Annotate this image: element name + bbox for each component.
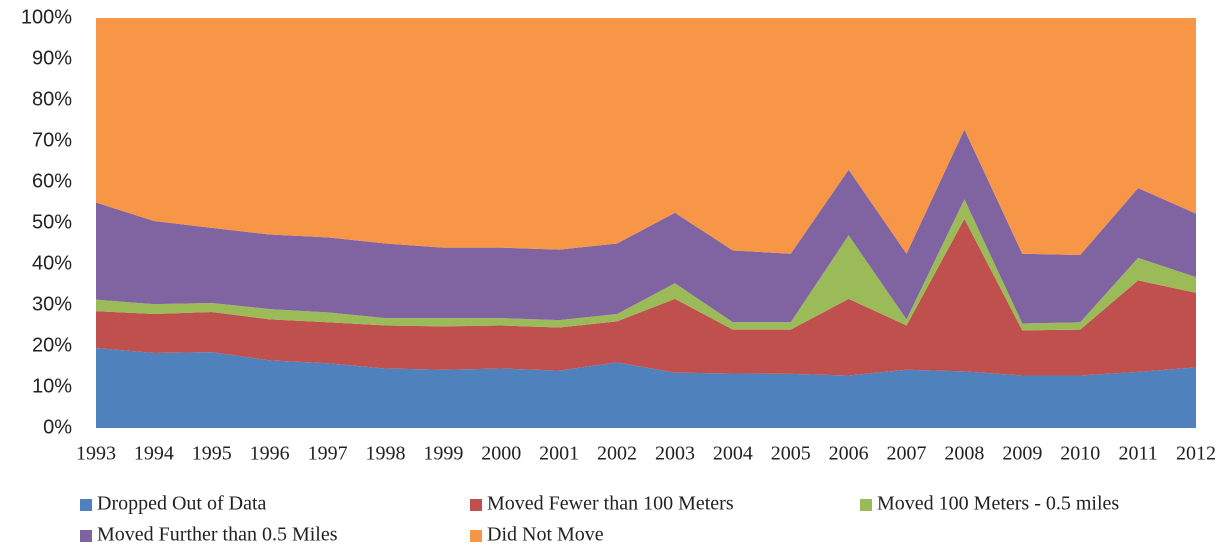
legend-swatch [80, 499, 92, 511]
x-tick-label: 1997 [308, 443, 348, 465]
x-tick-label: 2002 [597, 443, 637, 465]
area [96, 348, 1196, 428]
y-tick-label: 20% [32, 334, 72, 356]
y-tick-label: 100% [21, 6, 72, 28]
x-tick-label: 2007 [887, 443, 927, 465]
legend-swatch [80, 530, 92, 542]
area [96, 218, 1196, 376]
area [96, 129, 1196, 324]
legend-label: Dropped Out of Data [97, 493, 267, 515]
y-tick-label: 0% [43, 416, 72, 438]
x-tick-label: 2006 [829, 443, 869, 465]
area [96, 18, 1196, 255]
legend-label: Moved 100 Meters - 0.5 miles [877, 493, 1119, 515]
x-tick-label: 2009 [1002, 443, 1042, 465]
x-tick-label: 2001 [539, 443, 579, 465]
x-tick-label: 2012 [1176, 443, 1216, 465]
y-tick-label: 70% [32, 129, 72, 151]
x-tick-label: 1993 [76, 443, 116, 465]
x-tick-label: 2010 [1060, 443, 1100, 465]
y-tick-label: 90% [32, 47, 72, 69]
area [96, 199, 1196, 331]
y-tick-label: 50% [32, 211, 72, 233]
legend-swatch [470, 499, 482, 511]
x-tick-label: 2005 [771, 443, 811, 465]
legend-swatch [470, 530, 482, 542]
y-tick-label: 30% [32, 293, 72, 315]
x-tick-label: 2008 [944, 443, 984, 465]
y-tick-label: 80% [32, 88, 72, 110]
y-tick-label: 40% [32, 252, 72, 274]
x-tick-label: 1999 [423, 443, 463, 465]
legend-swatch [860, 499, 872, 511]
x-tick-label: 2011 [1118, 443, 1157, 465]
legend-label: Moved Fewer than 100 Meters [487, 493, 734, 515]
y-tick-label: 60% [32, 170, 72, 192]
x-tick-label: 2000 [481, 443, 521, 465]
x-tick-label: 2003 [655, 443, 695, 465]
x-tick-label: 2004 [713, 443, 753, 465]
legend-label: Did Not Move [487, 524, 604, 546]
y-tick-label: 10% [32, 375, 72, 397]
x-tick-label: 1995 [192, 443, 232, 465]
x-tick-label: 1994 [134, 443, 174, 465]
x-tick-label: 1996 [250, 443, 290, 465]
legend-label: Moved Further than 0.5 Miles [97, 524, 338, 546]
x-tick-label: 1998 [365, 443, 405, 465]
